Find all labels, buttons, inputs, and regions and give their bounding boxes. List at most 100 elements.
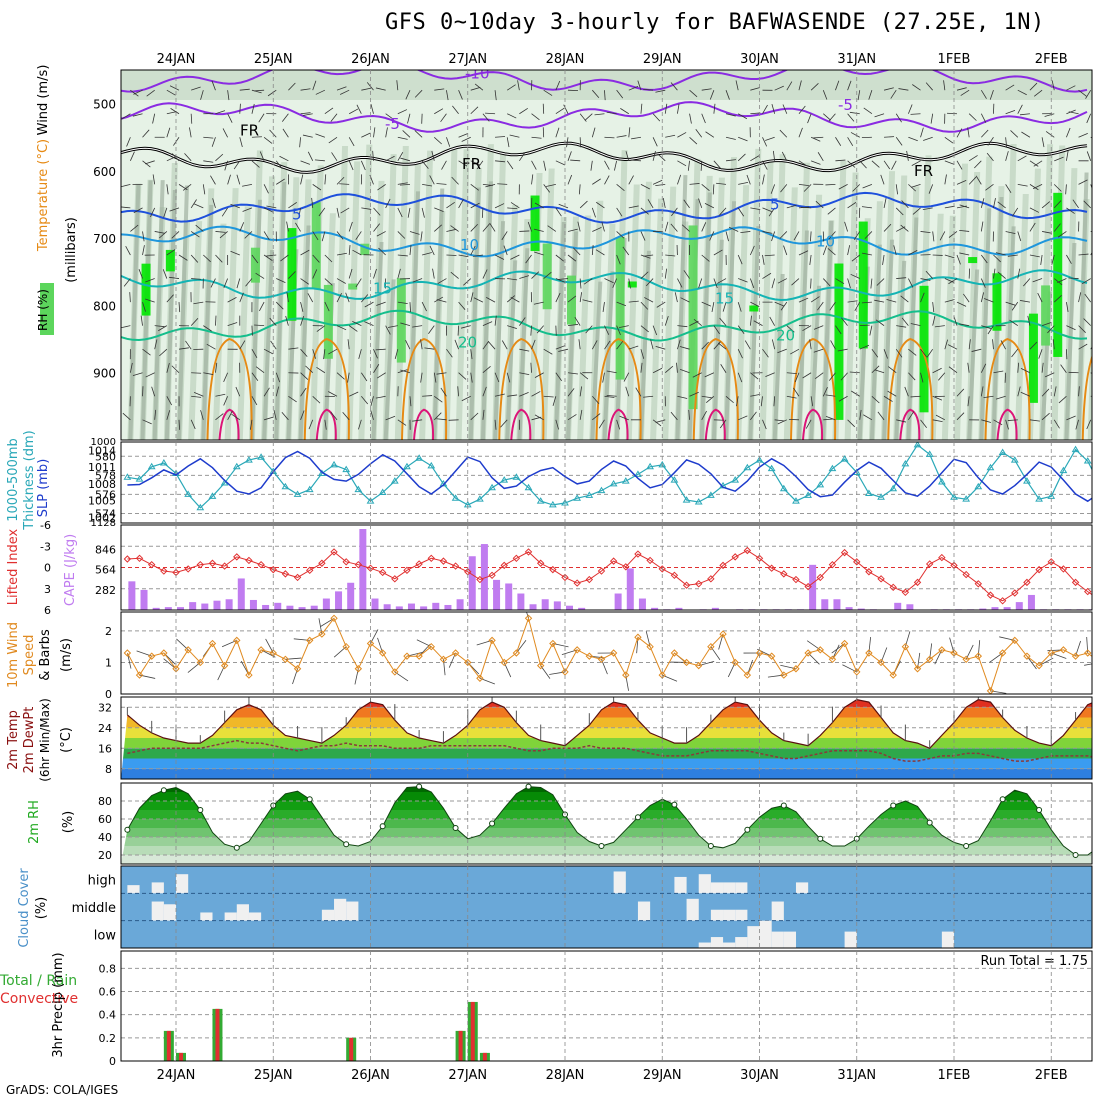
li-tick-0: -6: [40, 519, 51, 532]
wind-barb: [230, 203, 240, 209]
wind-barb: [436, 418, 447, 421]
wind-barb: [166, 156, 177, 162]
wind-barb: [640, 207, 649, 215]
wind-barb: [555, 419, 559, 430]
lifted-index-point-48: [707, 575, 715, 583]
wind-barb: [242, 183, 253, 187]
wind-point-0: [123, 649, 132, 657]
wind-barb: [503, 245, 508, 256]
wind-barb-10m-5: [176, 638, 189, 651]
wind-barb: [1066, 325, 1076, 331]
wind-barb: [1078, 386, 1080, 397]
wind-barb: [738, 136, 748, 142]
bottom-date-label-3: 27JAN: [448, 1068, 487, 1083]
wind-barb: [227, 297, 237, 303]
wind-barb: [254, 324, 265, 327]
wind-barb: [223, 372, 228, 383]
bottom-date-label-9: 2FEB: [1035, 1068, 1068, 1083]
wind-barb: [701, 113, 706, 124]
rh-bands: [121, 786, 1092, 864]
thickness-point-43: [646, 462, 654, 470]
wind-barb: [275, 301, 284, 310]
lifted-index-point-65: [913, 578, 922, 587]
thickness-point-61: [865, 489, 873, 496]
thickness-point-69: [962, 495, 971, 502]
wind-barb: [558, 203, 569, 209]
wind-barb: [677, 278, 683, 288]
wind-barb: [912, 207, 921, 215]
rh-band-moist: [590, 281, 603, 440]
wind-barb: [470, 223, 478, 232]
wind-barb: [1009, 319, 1019, 326]
cloud-high-bar-2: [151, 882, 164, 894]
wind-barb: [486, 297, 496, 303]
cape-bar-23: [407, 603, 415, 610]
wind-barb: [883, 198, 887, 208]
wind-barb: [868, 90, 873, 100]
cape-bar-60: [857, 608, 865, 610]
lifted-index-point-21: [378, 568, 387, 577]
wind-barb: [695, 128, 703, 138]
rh-band-moist: [967, 269, 980, 440]
wind-barb: [670, 223, 678, 232]
wind-barb: [1005, 184, 1012, 193]
wind-barb: [762, 104, 768, 114]
wind-barb: [1038, 349, 1043, 359]
wind-barb: [223, 278, 228, 288]
wind-barb: [171, 365, 180, 374]
wind-barb: [623, 372, 630, 382]
wind-barb: [625, 151, 630, 161]
wind-barb: [129, 292, 131, 303]
thickness-point-62: [877, 493, 885, 500]
wind-barb: [689, 183, 700, 185]
wind-barb: [762, 207, 772, 213]
wind-barb: [300, 278, 310, 285]
isotherm-30-loop: [315, 408, 337, 440]
wind-barb: [895, 113, 902, 123]
lifted-index-point-9: [233, 553, 241, 561]
wind-barb: [980, 278, 986, 288]
lifted-index-point-12: [269, 565, 277, 574]
top-date-label-5: 29JAN: [643, 52, 682, 67]
thickness-line: [127, 444, 1092, 509]
wind-point-63: [889, 671, 897, 679]
wind-barb-10m-4: [163, 658, 177, 670]
top-date-label-3: 27JAN: [448, 52, 487, 67]
wind-barb: [385, 415, 396, 421]
wind-barb: [138, 269, 143, 279]
wind-barb: [236, 278, 241, 289]
wind-barb: [312, 80, 317, 91]
wind-barb: [604, 136, 615, 139]
wind-barb: [760, 396, 763, 407]
wind-barb: [612, 278, 617, 288]
rh-point-3: [160, 787, 167, 794]
wind-barb: [193, 203, 204, 209]
isotherm-6: [121, 309, 1088, 342]
wind-barb: [871, 395, 880, 404]
thickness-point-5: [184, 490, 193, 497]
thickness-frame: [120, 441, 1093, 524]
wind-barb: [985, 184, 994, 191]
wind-barb: [774, 85, 784, 91]
rh-band-saturated: [1053, 192, 1063, 357]
wind-barb: [434, 136, 442, 145]
wind-barb: [628, 205, 639, 209]
wind-barb: [328, 348, 338, 355]
wind-barb: [166, 127, 171, 138]
precip-tick-4: 0: [109, 1055, 116, 1068]
cloud-middle-bar-42: [637, 901, 651, 921]
wind-point-14: [293, 665, 302, 673]
wind-barb: [592, 89, 600, 98]
bottom-date-label-4: 28JAN: [546, 1068, 585, 1083]
lifted-index-point-17: [330, 548, 338, 556]
wind-barb: [506, 295, 516, 303]
wind-barb: [948, 366, 958, 374]
wind-barb: [567, 254, 577, 262]
wind-barb: [859, 324, 870, 327]
wind-barb: [645, 278, 654, 287]
wind-barb: [397, 182, 408, 185]
wind-barb: [531, 339, 536, 350]
lifted-index-point-47: [695, 580, 703, 588]
lifted-index-point-58: [828, 560, 837, 569]
wind-barb: [1021, 131, 1031, 138]
